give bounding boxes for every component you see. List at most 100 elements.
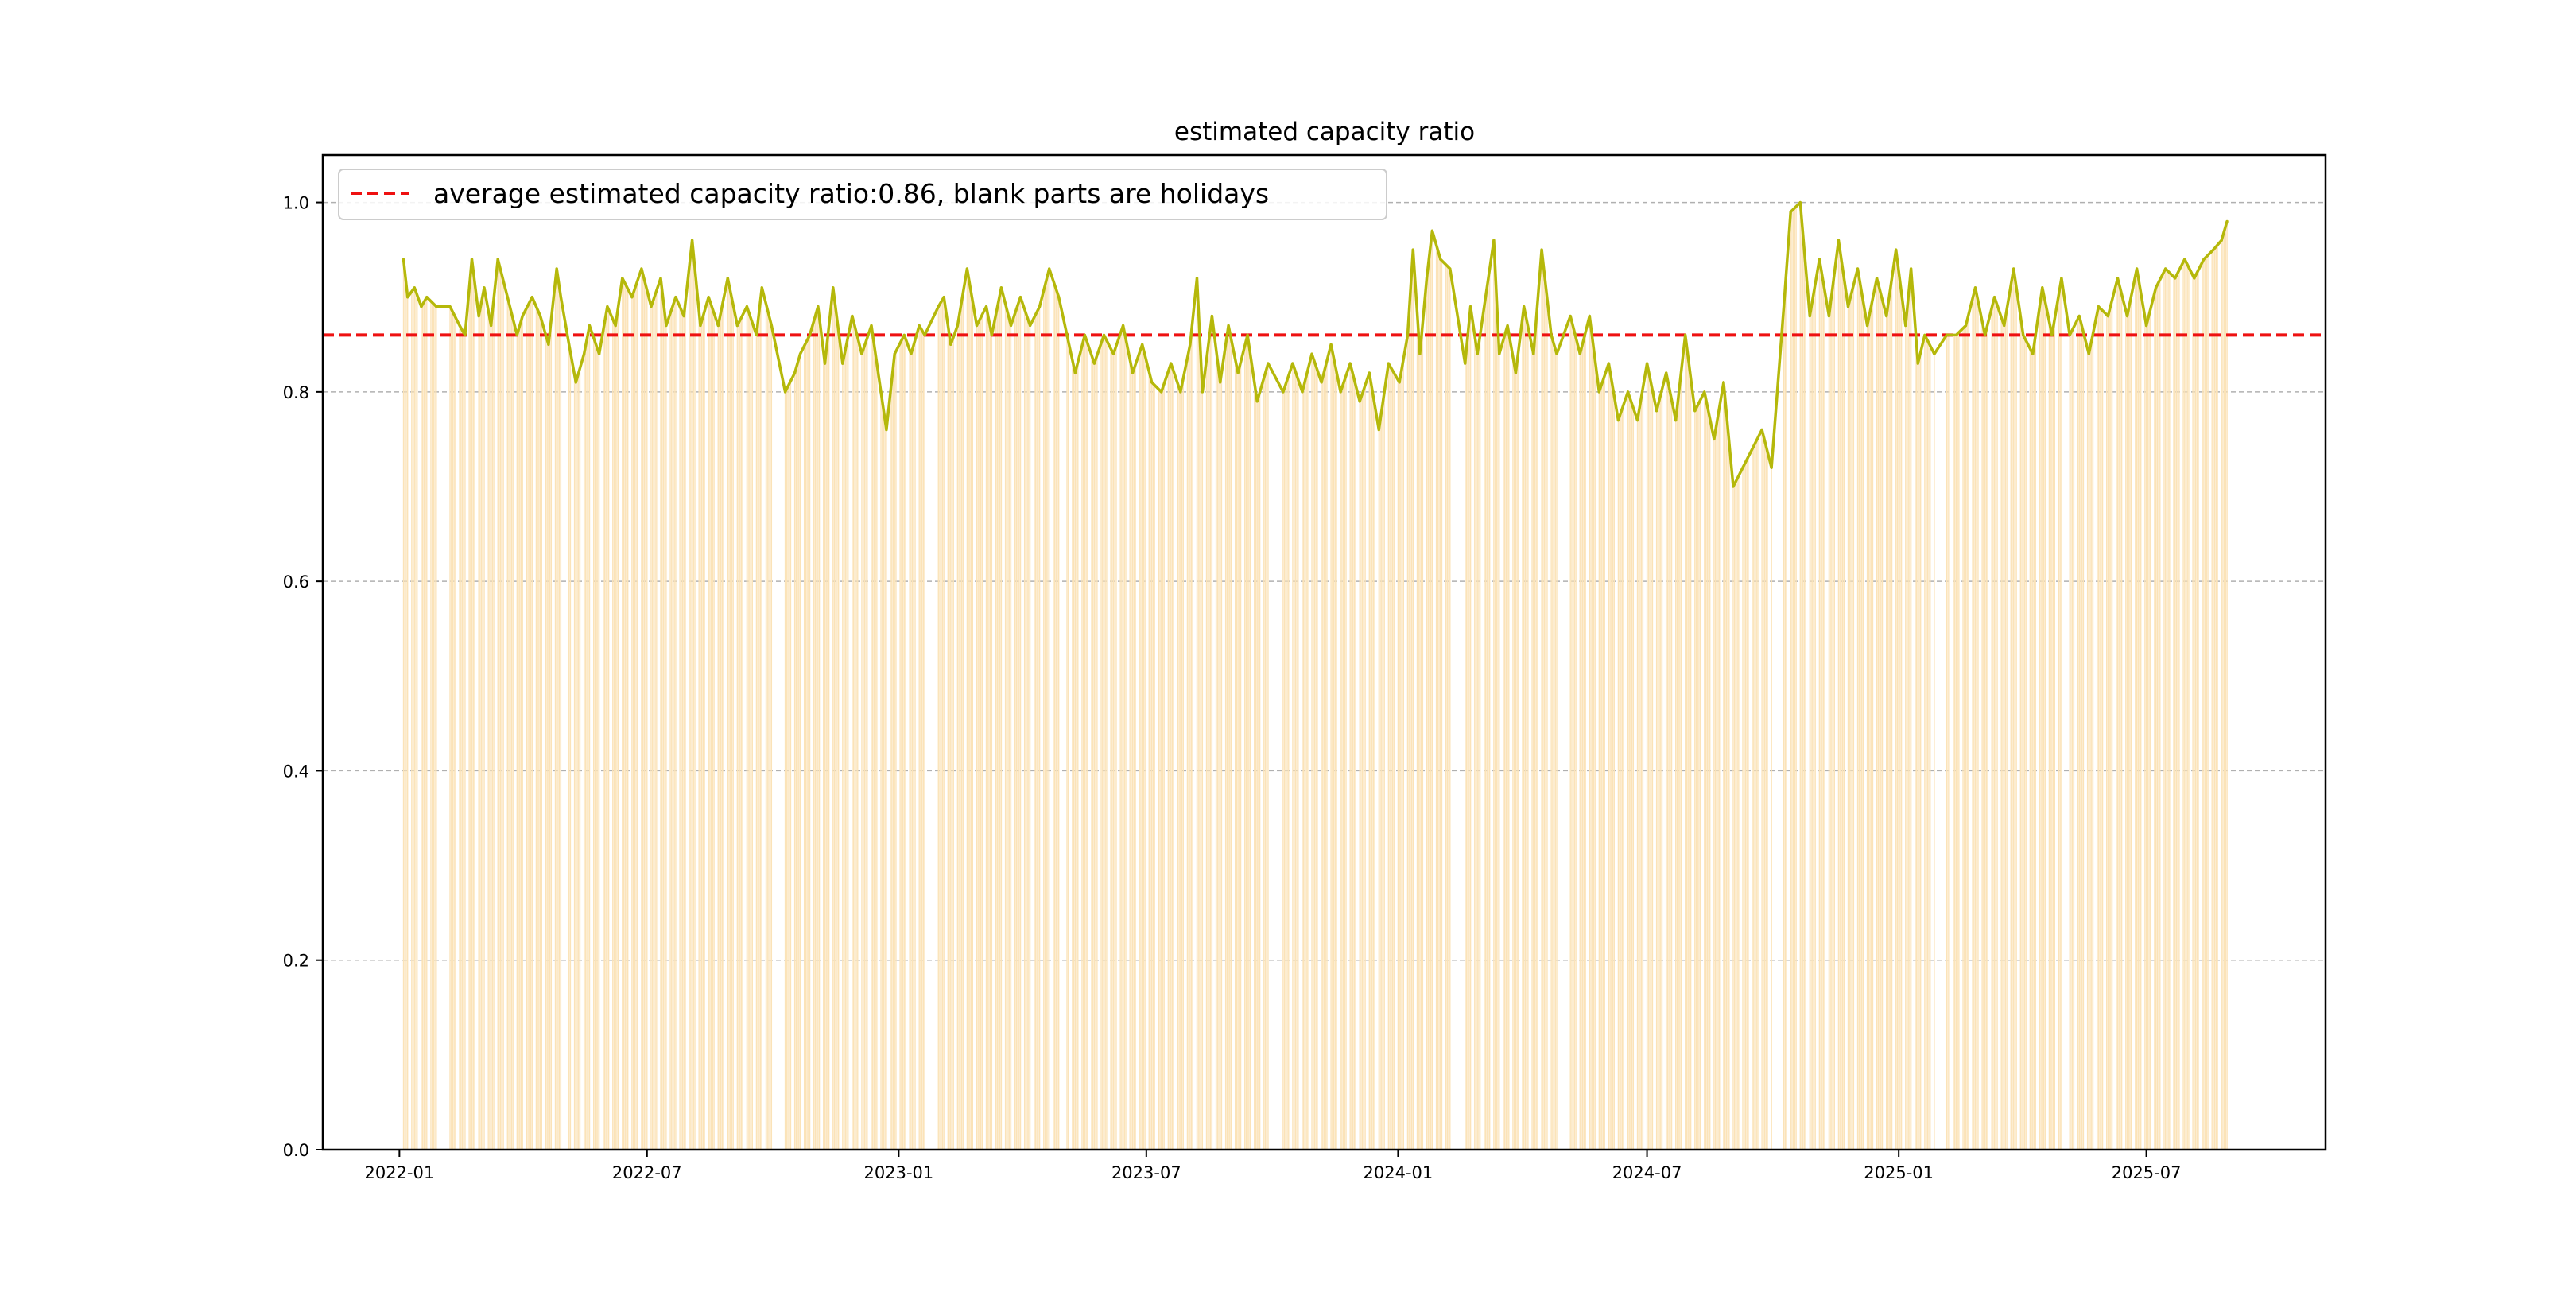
bar — [2061, 277, 2062, 1150]
bar — [605, 314, 607, 1150]
bar — [512, 318, 514, 1150]
bar — [1831, 294, 1833, 1150]
bar — [2116, 277, 2119, 1150]
bar — [1468, 320, 1470, 1150]
bar — [472, 270, 474, 1150]
line-point — [975, 324, 979, 328]
bar — [1446, 266, 1449, 1150]
bar — [713, 313, 715, 1150]
bar — [493, 299, 495, 1150]
bar — [2174, 277, 2176, 1150]
bar — [1131, 373, 1134, 1150]
bar — [1636, 420, 1639, 1150]
line-point — [1741, 466, 1744, 469]
bar — [1419, 354, 1421, 1150]
bar — [2013, 268, 2015, 1150]
bar — [1072, 360, 1073, 1150]
bar — [2169, 273, 2171, 1150]
bar — [1895, 250, 1897, 1150]
bar — [1579, 354, 1581, 1150]
line-point — [699, 324, 702, 328]
bar — [1861, 293, 1863, 1150]
bar — [1283, 387, 1286, 1150]
bar — [1717, 414, 1719, 1150]
bar — [1019, 297, 1022, 1150]
line-point — [893, 352, 896, 355]
line-point — [464, 333, 467, 336]
bar — [902, 337, 904, 1150]
bar — [1248, 344, 1250, 1150]
bar — [531, 297, 533, 1150]
plot-frame — [321, 153, 2327, 1151]
bar — [2072, 329, 2074, 1150]
line-point — [841, 362, 844, 365]
bar — [464, 335, 466, 1150]
line-point — [555, 267, 558, 270]
bar — [402, 259, 405, 1150]
bar — [550, 319, 553, 1150]
bar — [2175, 275, 2178, 1150]
bar — [755, 335, 758, 1150]
bar — [985, 306, 987, 1150]
bar — [1946, 335, 1948, 1150]
bar — [922, 332, 925, 1150]
bar — [411, 291, 413, 1150]
bar — [1869, 312, 1871, 1150]
bar — [1087, 343, 1088, 1150]
bar — [1465, 349, 1468, 1150]
line-point — [1189, 343, 1192, 346]
line-point — [539, 314, 542, 318]
bar — [719, 318, 720, 1150]
bar — [502, 281, 504, 1150]
bar — [1708, 412, 1709, 1150]
bar — [1991, 308, 1992, 1150]
line-point — [1484, 296, 1488, 299]
bar — [1527, 327, 1529, 1150]
line-point — [659, 277, 662, 280]
bar — [1871, 305, 1872, 1150]
line-point — [1532, 352, 1535, 355]
bar — [2059, 286, 2061, 1150]
bar — [1619, 416, 1620, 1150]
line-point — [1498, 352, 1501, 355]
bar — [1909, 282, 1911, 1150]
line-point — [1339, 390, 1342, 394]
bar — [1763, 440, 1766, 1150]
line-point — [1492, 239, 1496, 242]
bar — [1474, 335, 1476, 1150]
bar — [1736, 478, 1738, 1150]
line-point — [1616, 419, 1620, 422]
bar — [996, 308, 998, 1150]
bar — [1218, 371, 1220, 1150]
bar — [1794, 208, 1796, 1150]
bar — [1795, 206, 1797, 1150]
line-point — [999, 286, 1003, 289]
bar — [2118, 283, 2120, 1150]
bar — [1100, 343, 1102, 1150]
bar — [539, 316, 541, 1150]
bar — [988, 320, 990, 1150]
bar — [2144, 317, 2146, 1150]
bar — [2078, 316, 2080, 1150]
line-point — [1506, 324, 1509, 328]
bar — [1505, 330, 1507, 1150]
bar — [568, 344, 570, 1150]
bar — [1757, 437, 1759, 1150]
line-point — [1476, 352, 1479, 355]
line-point — [879, 390, 883, 394]
bar — [1112, 354, 1115, 1150]
line-point — [1122, 324, 1125, 328]
bar — [1820, 267, 1821, 1150]
line-point — [1933, 352, 1936, 355]
bar — [833, 298, 836, 1150]
bar — [1014, 313, 1016, 1150]
line-point — [1751, 447, 1754, 450]
bar — [1719, 406, 1721, 1150]
bar — [433, 304, 435, 1150]
bar — [538, 312, 540, 1150]
bar — [2173, 277, 2174, 1150]
bar — [1416, 312, 1418, 1150]
bar — [901, 340, 902, 1150]
bar — [1761, 429, 1763, 1150]
bar — [757, 323, 758, 1150]
